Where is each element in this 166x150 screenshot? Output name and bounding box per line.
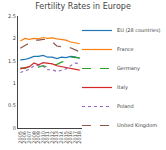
svg-text:Poland: Poland (117, 103, 134, 109)
svg-text:2009: 2009 (35, 131, 41, 144)
svg-text:2006: 2006 (21, 131, 27, 144)
svg-text:0.5: 0.5 (8, 102, 16, 108)
svg-text:EU (28 countries): EU (28 countries) (117, 27, 161, 33)
svg-text:1: 1 (13, 80, 16, 86)
svg-text:1.5: 1.5 (8, 58, 16, 64)
svg-text:2012: 2012 (49, 131, 55, 144)
svg-text:France: France (117, 46, 134, 52)
svg-text:2005: 2005 (17, 131, 23, 144)
svg-text:United Kingdom: United Kingdom (117, 122, 157, 128)
svg-text:Italy: Italy (117, 84, 128, 91)
svg-text:2014: 2014 (58, 131, 64, 144)
svg-text:Germany: Germany (117, 65, 140, 72)
svg-text:0: 0 (13, 125, 16, 131)
svg-text:2013: 2013 (53, 131, 59, 144)
svg-text:2010: 2010 (40, 131, 46, 144)
svg-text:2017: 2017 (72, 131, 78, 144)
svg-text:2: 2 (13, 35, 16, 41)
svg-text:Fertility Rates in Europe: Fertility Rates in Europe (35, 2, 131, 11)
svg-text:2016: 2016 (67, 131, 73, 144)
svg-text:2007: 2007 (26, 131, 32, 144)
svg-text:2018: 2018 (76, 131, 82, 144)
svg-text:2008: 2008 (31, 131, 37, 144)
svg-text:2015: 2015 (63, 131, 69, 144)
svg-text:2.5: 2.5 (8, 13, 16, 19)
svg-text:2011: 2011 (44, 131, 50, 144)
